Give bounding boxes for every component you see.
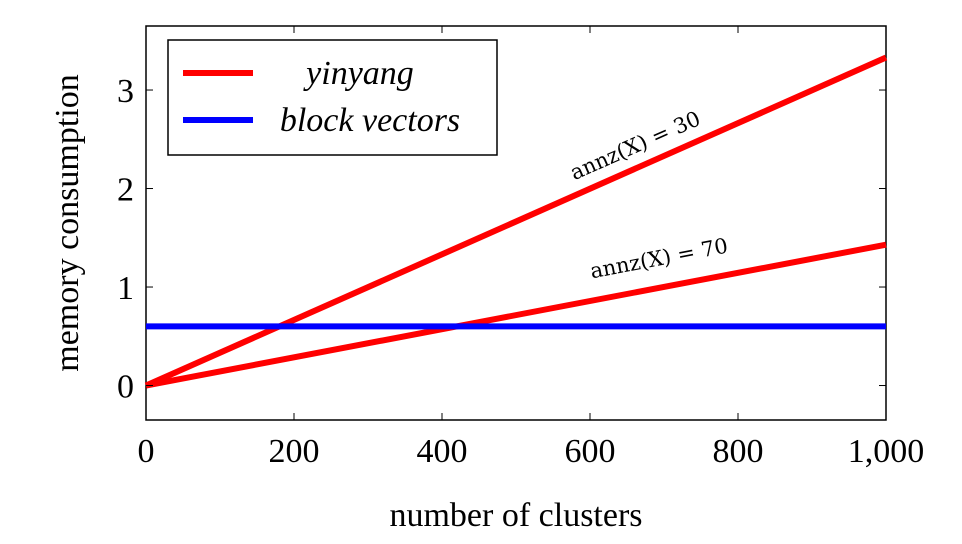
x-tick-label: 200	[269, 433, 320, 470]
x-axis-ticks: 0 200 400 600 800 1,000	[138, 26, 925, 470]
legend-box	[167, 39, 498, 156]
x-tick-label: 0	[138, 433, 155, 470]
x-tick-label: 400	[417, 433, 468, 470]
y-tick-label: 3	[117, 73, 134, 110]
x-tick-label: 600	[565, 433, 616, 470]
y-tick-label: 2	[117, 172, 134, 209]
series-line-1	[144, 54, 888, 389]
y-tick-label: 0	[117, 369, 134, 406]
x-axis-label: number of clusters	[389, 497, 642, 534]
x-tick-label: 1,000	[848, 433, 925, 470]
plot-frame	[145, 25, 887, 421]
legend-label-yinyang: yinyang	[303, 55, 414, 92]
legend-label-block-vectors: block vectors	[280, 102, 460, 139]
series-layer	[144, 54, 888, 389]
series-line-2	[145, 241, 887, 389]
x-tick-label: 800	[713, 433, 764, 470]
y-axis-ticks: 0 1 2 3	[117, 73, 886, 406]
legend: yinyang block vectors	[167, 39, 498, 156]
y-axis-label: memory consumption	[49, 74, 86, 371]
y-tick-label: 1	[117, 270, 134, 307]
